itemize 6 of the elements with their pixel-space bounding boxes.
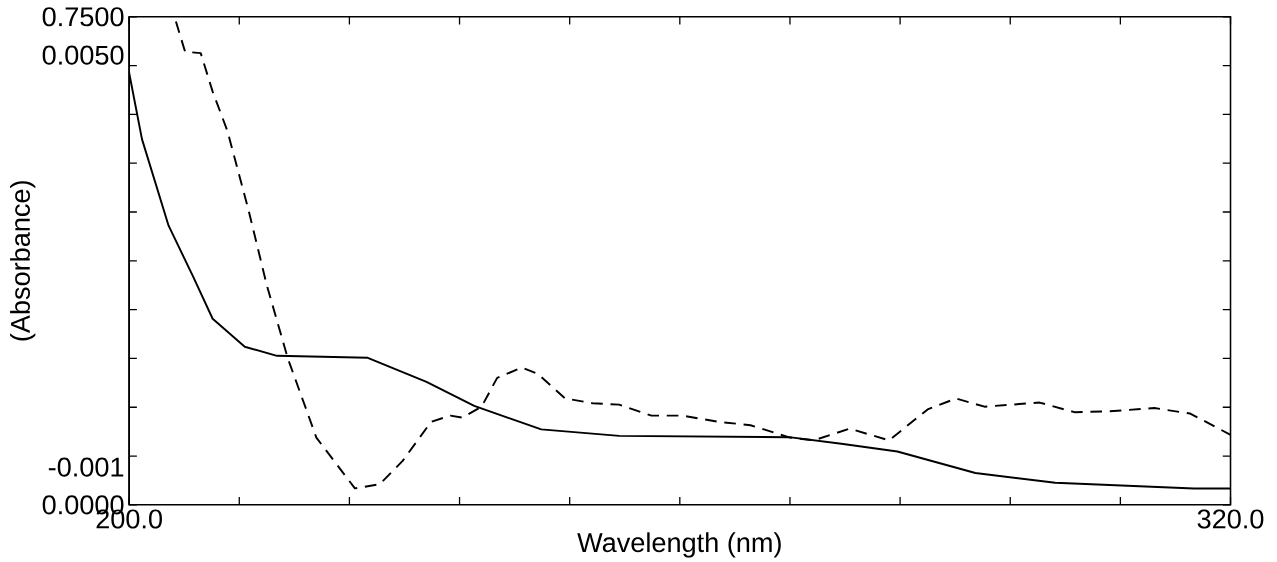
- y2-tick-label: 0.0050: [42, 45, 124, 65]
- y2-axis-title: (Absorbance): [10, 181, 36, 341]
- y-tick-label: 0.7500: [42, 7, 124, 27]
- x-axis-title: Wavelength (nm): [577, 532, 781, 558]
- y2-tick-label: -0.001: [48, 457, 124, 477]
- x-tick-label: 320.0: [1197, 509, 1264, 529]
